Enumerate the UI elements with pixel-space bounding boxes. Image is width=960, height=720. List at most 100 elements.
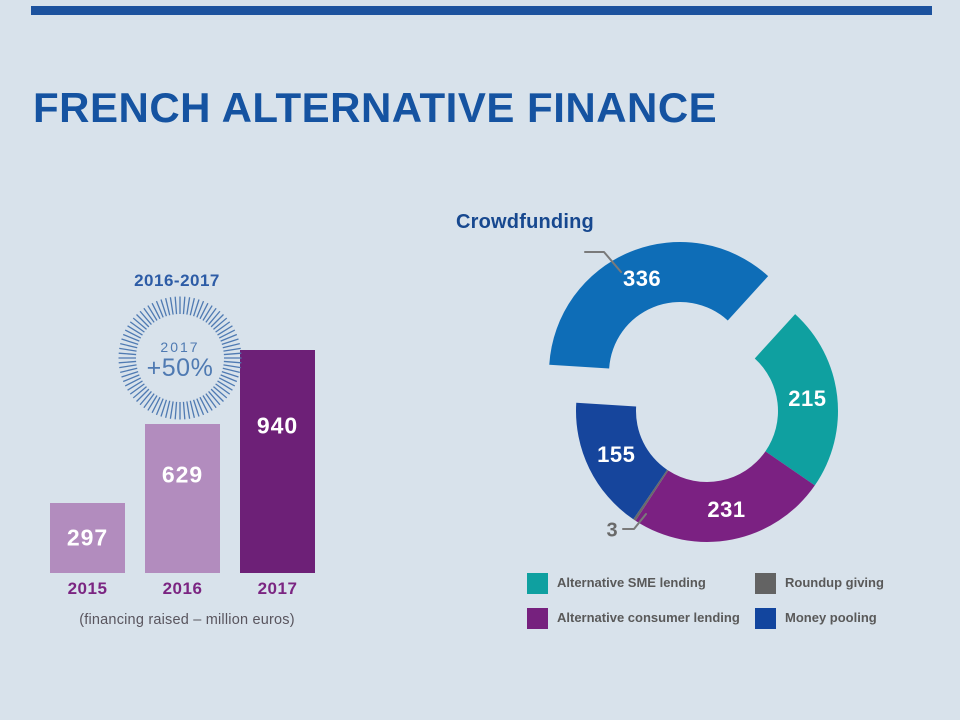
badge-ray (124, 377, 142, 387)
badge-ray (210, 388, 224, 402)
badge-ray (147, 305, 158, 321)
roundup-leader-line (622, 513, 647, 530)
badge-ray (120, 367, 138, 373)
badge-ray (165, 298, 171, 316)
badge-ray (202, 395, 213, 411)
badge-ray (160, 399, 168, 417)
badge-ray (122, 333, 140, 342)
legend-swatch-roundup-giving (755, 573, 776, 594)
badge-ray (119, 347, 137, 352)
donut-value-label: 231 (707, 497, 746, 523)
donut-chart (549, 241, 838, 542)
legend-swatch-alternative-consumer-lending (527, 608, 548, 629)
badge-ray (151, 302, 161, 320)
bar-category-label: 2016 (162, 579, 203, 598)
legend-label: Roundup giving (785, 575, 884, 590)
badge-ray (182, 401, 186, 420)
badge-ray (215, 383, 231, 395)
badge-ray (129, 321, 145, 333)
badge-ray (218, 329, 236, 339)
bar-category-label: 2015 (67, 579, 108, 598)
legend-item-money-pooling: Money pooling (755, 608, 960, 629)
badge-ray (165, 400, 171, 418)
bar-value-label: 629 (161, 461, 204, 488)
badge-ray (196, 300, 205, 318)
badge-ray (208, 391, 221, 406)
legend-label: Alternative consumer lending (557, 610, 740, 625)
badge-ray (121, 338, 139, 346)
badge-ray (127, 380, 143, 391)
badge-ray (136, 388, 150, 402)
badge-ray (196, 398, 205, 416)
badge-ray (122, 374, 140, 383)
badge-ray (186, 297, 191, 315)
badge-ray (119, 364, 137, 369)
legend-label: Money pooling (785, 610, 877, 625)
badge-ray (218, 377, 236, 387)
badge-ray (222, 343, 240, 349)
legend-swatch-money-pooling (755, 608, 776, 629)
badge-ray (205, 393, 217, 409)
legend-item-alternative-sme-lending: Alternative SME lending (527, 573, 742, 594)
sunburst-badge (118, 296, 242, 420)
badge-ray (120, 343, 138, 349)
badge-ray (192, 399, 200, 417)
badge-ray (213, 317, 228, 330)
badge-ray (202, 305, 213, 321)
donut-outside-value-label: 3 (606, 519, 618, 542)
bar-2017 (240, 350, 315, 573)
badge-ray (208, 310, 221, 325)
donut-value-label: 155 (597, 442, 636, 468)
badge-ray (169, 401, 174, 419)
badge-ray (129, 383, 145, 395)
badge-ray (174, 296, 178, 315)
badge-ray (127, 325, 143, 336)
donut-segment-roundup-giving (633, 469, 669, 521)
badge-ray (199, 302, 209, 320)
badge-ray (155, 398, 164, 416)
badge-ray (223, 347, 241, 352)
badge-ray (221, 370, 239, 378)
donut-chart-title: Crowdfunding (456, 211, 594, 233)
badge-ray (174, 401, 178, 420)
badge-ray (124, 329, 142, 339)
badge-ray (217, 325, 233, 336)
legend-label: Alternative SME lending (557, 575, 706, 590)
badge-year-label: 2017 (160, 339, 200, 355)
bar-2015 (50, 503, 125, 573)
badge-ray (222, 367, 240, 373)
badge-ray (182, 296, 186, 315)
bar-2016 (145, 424, 220, 573)
badge-ray (192, 299, 200, 317)
donut-value-label: 336 (622, 266, 662, 292)
badge-ray (223, 360, 242, 364)
badge-growth-label: +50% (146, 354, 214, 382)
bar-chart-caption: (financing raised – million euros) (79, 612, 295, 628)
badge-ray (220, 333, 238, 342)
bar-value-label: 940 (256, 412, 299, 439)
donut-segment-crowdfunding (549, 241, 769, 369)
badge-ray (205, 307, 217, 323)
badge-ray (147, 395, 158, 411)
badge-ray (132, 386, 147, 399)
badge-ray (136, 314, 150, 328)
badge-ray (155, 300, 164, 318)
badge-ray (118, 360, 137, 364)
bar-value-label: 297 (66, 524, 109, 551)
badge-ray (151, 396, 161, 414)
top-accent-bar (31, 6, 932, 15)
slide-title: FRENCH ALTERNATIVE FINANCE (33, 84, 718, 131)
badge-ray (213, 386, 228, 399)
badge-ray (189, 298, 195, 316)
badge-ray (215, 321, 231, 333)
badge-ray (169, 297, 174, 315)
badge-ray (143, 393, 155, 409)
bar-chart-header: 2016-2017 (134, 271, 220, 290)
badge-ray (221, 338, 239, 346)
legend-swatch-alternative-sme-lending (527, 573, 548, 594)
donut-value-label: 215 (788, 386, 827, 412)
badge-ray (220, 374, 238, 383)
badge-ray (121, 370, 139, 378)
